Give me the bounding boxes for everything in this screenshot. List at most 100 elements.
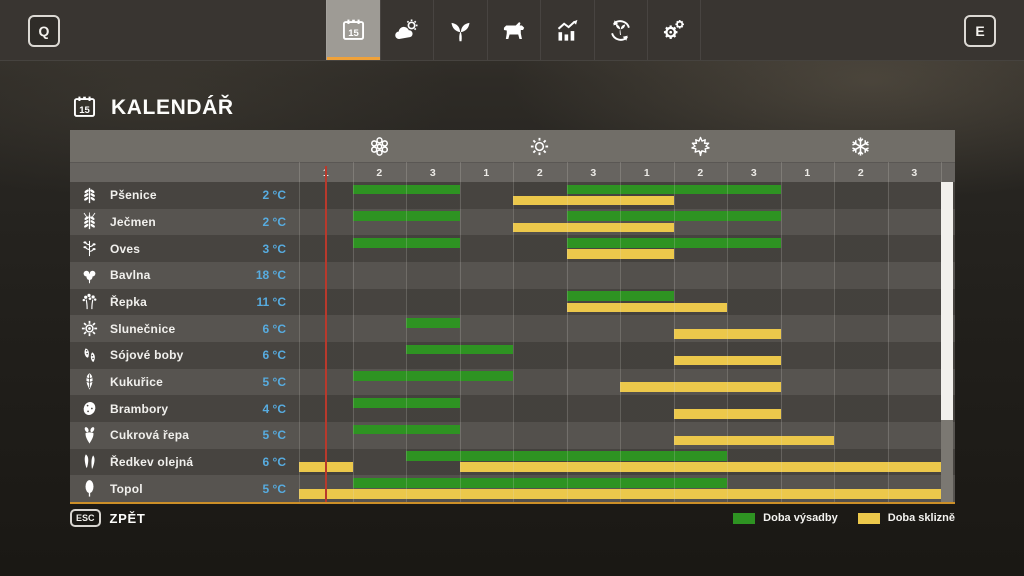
plant-color-swatch [733,512,756,524]
month-label: 2 [857,167,864,179]
planting-bar [406,344,513,355]
month-label: 3 [750,167,757,179]
crop-row[interactable]: Pšenice 2 °C [70,182,955,209]
sugar-beet-icon [80,426,99,445]
month-label: 1 [483,167,490,179]
weather-icon [393,17,420,44]
crop-row-chart [299,448,941,476]
barley-icon [80,212,99,231]
crop-row[interactable]: Brambory 4 °C [70,395,955,422]
current-day-indicator [324,166,327,502]
stats-icon [554,17,581,44]
tab-animals[interactable] [486,0,541,60]
calendar-icon: 15 [71,94,98,121]
month-label: 2 [376,167,383,179]
planting-bar [566,291,674,302]
scrollbar[interactable] [941,182,953,502]
tab-production[interactable] [593,0,648,60]
season-winter [781,130,942,162]
key-hint-e[interactable]: E [964,15,996,47]
scrollbar-thumb[interactable] [941,182,953,420]
crop-name: Topol [110,481,143,496]
crop-row-chart [299,368,941,396]
season-autumn [620,130,781,162]
crop-row-label: Pšenice 2 °C [70,182,299,209]
crop-row-chart [299,341,941,369]
harvest-bar [513,222,674,233]
soybean-icon [80,346,99,365]
maple-leaf-icon [689,135,712,158]
crop-row[interactable]: Sójové boby 6 °C [70,341,955,369]
planting-bar [566,184,781,195]
harvest-bar [620,382,781,393]
crop-row-label: Slunečnice 6 °C [70,315,299,342]
tab-calendar[interactable]: 15 [326,0,380,60]
crop-row-chart [299,421,941,449]
crop-temperature: 5 °C [262,428,286,443]
planting-bar [352,238,460,248]
month-header: 123123123123 [70,162,955,182]
poplar-icon [80,479,99,498]
crop-row-label: Kukuřice 5 °C [70,369,299,396]
crop-name: Oves [110,241,141,256]
crop-row-label: Brambory 4 °C [70,395,299,422]
crop-row[interactable]: Cukrová řepa 5 °C [70,421,955,449]
season-summer [460,130,621,162]
oilseed-radish-icon [80,452,99,471]
calendar-icon: 15 [340,17,367,44]
snowflake-icon [849,135,872,158]
tab-weather[interactable] [379,0,434,60]
crop-row-label: Cukrová řepa 5 °C [70,422,299,449]
wheat-icon [80,186,99,205]
crop-temperature: 11 °C [256,294,286,309]
crop-row[interactable]: Topol 5 °C [70,475,955,502]
month-label: 3 [590,167,597,179]
cotton-icon [80,266,99,285]
harvest-bar [673,355,781,366]
legend-item-plant: Doba výsadby [733,512,838,524]
crop-row-label: Oves 3 °C [70,235,299,262]
season-spring [299,130,460,162]
back-button[interactable]: ESC ZPĚT [70,509,146,527]
crop-row[interactable]: Ječmen 2 °C [70,208,955,236]
planting-bar [352,478,727,488]
cycle-icon [607,17,634,44]
planting-bar [566,238,781,248]
crop-name: Ječmen [110,214,156,229]
top-menu-bar: Q 15 E [0,0,1024,61]
corn-icon [80,372,99,391]
month-label: 3 [911,167,918,179]
crop-row[interactable]: Ředkev olejná 6 °C [70,448,955,476]
esc-key-badge: ESC [70,509,101,527]
crop-temperature: 4 °C [262,401,286,416]
harvest-bar [673,409,781,419]
harvest-bar [566,302,727,313]
key-hint-q-label: Q [38,23,50,39]
crop-row[interactable]: Kukuřice 5 °C [70,368,955,396]
key-hint-e-label: E [975,23,985,39]
key-hint-q[interactable]: Q [28,15,60,47]
crop-row-chart [299,208,941,236]
crop-row[interactable]: Oves 3 °C [70,235,955,262]
crop-name: Bavlna [110,268,151,283]
tab-crops[interactable] [433,0,487,60]
crop-row-label: Bavlna 18 °C [70,262,299,289]
calendar-rows: Pšenice 2 °C Ječmen 2 °C Oves 3 °C Bavlna 18 °C… [70,182,955,502]
crop-temperature: 18 °C [255,268,286,283]
crop-row[interactable]: Řepka 11 °C [70,288,955,316]
crop-name: Brambory [110,401,169,416]
crop-row-chart [299,261,941,289]
crop-row[interactable]: Bavlna 18 °C [70,261,955,289]
legend: Doba výsadby Doba sklizně [733,512,955,524]
crop-name: Cukrová řepa [110,428,190,443]
tab-settings[interactable] [647,0,701,60]
month-label: 2 [697,167,704,179]
bottom-bar: ESC ZPĚT Doba výsadby Doba sklizně [70,505,955,531]
planting-bar [566,211,781,222]
crop-temperature: 6 °C [262,321,286,336]
tab-statistics[interactable] [540,0,594,60]
crop-row[interactable]: Slunečnice 6 °C [70,315,955,342]
crop-row-label: Topol 5 °C [70,475,299,502]
